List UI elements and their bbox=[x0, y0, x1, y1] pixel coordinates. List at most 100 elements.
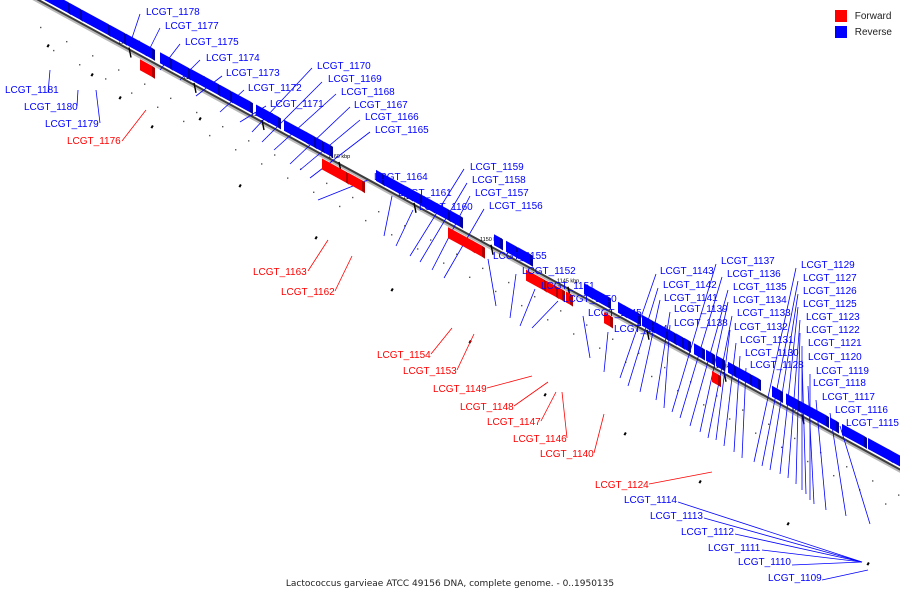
minor-tick bbox=[144, 83, 146, 85]
reverse-leader bbox=[289, 106, 351, 165]
reverse-leader bbox=[699, 301, 729, 433]
forward-gene-label: LCGT_1153 bbox=[403, 366, 457, 377]
scale-label: 1145 kbp bbox=[557, 279, 579, 285]
reverse-gene-block bbox=[160, 52, 170, 69]
reverse-gene-block bbox=[406, 186, 420, 205]
minor-tick bbox=[651, 375, 653, 378]
minor-tick bbox=[794, 437, 796, 440]
minor-tick bbox=[222, 125, 224, 128]
reverse-gene-block-edge bbox=[500, 237, 503, 251]
reverse-gene-label: LCGT_1141 bbox=[664, 293, 718, 304]
reverse-gene-label: LCGT_1131 bbox=[740, 335, 794, 346]
reverse-gene-label: LCGT_1178 bbox=[146, 7, 200, 18]
reverse-leader bbox=[761, 280, 799, 467]
reverse-gene-block bbox=[868, 438, 890, 462]
minor-tick bbox=[274, 154, 276, 156]
forward-leader bbox=[456, 333, 475, 371]
forward-leader bbox=[307, 239, 329, 272]
minor-tick bbox=[456, 253, 458, 255]
reverse-leader bbox=[95, 89, 101, 124]
minor-tick bbox=[612, 338, 614, 340]
reverse-gene-block-edge bbox=[780, 390, 783, 404]
reverse-gene-label: LCGT_1127 bbox=[803, 273, 857, 284]
reverse-gene-label: LCGT_1156 bbox=[489, 201, 543, 212]
minor-tick bbox=[508, 281, 510, 284]
forward-gene-label: LCGT_1147 bbox=[487, 417, 541, 428]
reverse-leader bbox=[821, 569, 869, 581]
bold-tick bbox=[46, 44, 50, 48]
reverse-gene-block bbox=[190, 68, 218, 95]
minor-tick bbox=[599, 347, 601, 349]
reverse-gene-label: LCGT_1128 bbox=[750, 360, 804, 371]
reverse-leader bbox=[741, 367, 747, 459]
reverse-gene-block bbox=[82, 9, 108, 35]
reverse-gene-label: LCGT_1117 bbox=[822, 392, 875, 403]
reverse-gene-block-edge bbox=[608, 296, 611, 310]
forward-gene-block-edge bbox=[562, 289, 565, 303]
minor-tick bbox=[573, 333, 575, 335]
forward-swatch bbox=[834, 10, 847, 22]
reverse-gene-block bbox=[44, 0, 68, 14]
reverse-gene-block bbox=[494, 234, 500, 249]
reverse-gene-block bbox=[220, 84, 230, 102]
minor-tick bbox=[53, 49, 55, 52]
forward-gene-label: LCGT_1140 bbox=[540, 449, 594, 460]
reverse-gene-label: LCGT_1179 bbox=[45, 119, 99, 130]
forward-gene-block-edge bbox=[610, 315, 613, 329]
minor-tick bbox=[339, 205, 341, 208]
reverse-gene-label: LCGT_1167 bbox=[354, 100, 408, 111]
minor-tick bbox=[638, 352, 640, 355]
forward-gene-block-edge bbox=[152, 65, 155, 79]
reverse-gene-block bbox=[830, 417, 836, 432]
reverse-leader bbox=[531, 300, 559, 329]
reverse-gene-label: LCGT_1150 bbox=[563, 294, 617, 305]
reverse-gene-label: LCGT_1136 bbox=[727, 269, 781, 280]
reverse-gene-label: LCGT_1166 bbox=[365, 112, 419, 123]
forward-gene-label: LCGT_1124 bbox=[595, 480, 649, 491]
reverse-gene-block-edge bbox=[250, 101, 253, 115]
reverse-gene-label: LCGT_1161 bbox=[398, 188, 452, 199]
bold-tick bbox=[150, 125, 154, 129]
reverse-gene-label: LCGT_1181 bbox=[5, 85, 59, 96]
reverse-gene-block bbox=[70, 3, 80, 20]
minor-tick bbox=[66, 40, 68, 43]
reverse-gene-block bbox=[800, 401, 826, 427]
reverse-gene-label: LCGT_1144 bbox=[614, 324, 668, 335]
minor-tick bbox=[872, 480, 874, 482]
minor-tick bbox=[118, 69, 120, 71]
minor-tick bbox=[768, 423, 770, 425]
reverse-gene-block bbox=[786, 393, 798, 411]
minor-tick bbox=[79, 64, 81, 66]
scale-label: 1150 kbp bbox=[480, 237, 502, 243]
minor-tick bbox=[742, 409, 744, 411]
reverse-gene-block bbox=[842, 423, 864, 447]
reverse-gene-block bbox=[584, 283, 590, 298]
minor-tick bbox=[170, 97, 172, 100]
minor-tick bbox=[235, 149, 237, 151]
reverse-gene-block bbox=[506, 240, 516, 258]
minor-tick bbox=[248, 140, 250, 142]
scale-mark bbox=[261, 119, 265, 131]
minor-tick bbox=[378, 211, 380, 213]
reverse-gene-block-edge bbox=[864, 435, 867, 449]
minor-tick bbox=[261, 163, 263, 165]
minor-tick bbox=[521, 304, 523, 307]
reverse-gene-block bbox=[172, 58, 188, 79]
reverse-leader bbox=[509, 273, 517, 319]
reverse-gene-label: LCGT_1142 bbox=[663, 280, 717, 291]
minor-tick bbox=[833, 474, 835, 477]
forward-leader bbox=[540, 391, 557, 422]
reverse-gene-label: LCGT_1120 bbox=[808, 352, 862, 363]
reverse-gene-block bbox=[126, 33, 152, 59]
reverse-gene-block bbox=[518, 247, 530, 265]
reverse-gene-block bbox=[684, 337, 688, 351]
reverse-leader bbox=[519, 288, 536, 327]
reverse-gene-label: LCGT_1180 bbox=[24, 102, 78, 113]
reverse-gene-label: LCGT_1168 bbox=[341, 87, 395, 98]
minor-tick bbox=[313, 191, 315, 193]
reverse-gene-block-edge bbox=[722, 358, 725, 372]
reverse-leader bbox=[261, 81, 323, 143]
reverse-gene-label: LCGT_1133 bbox=[737, 308, 791, 319]
reverse-leader bbox=[47, 69, 51, 94]
reverse-gene-block bbox=[694, 343, 702, 359]
